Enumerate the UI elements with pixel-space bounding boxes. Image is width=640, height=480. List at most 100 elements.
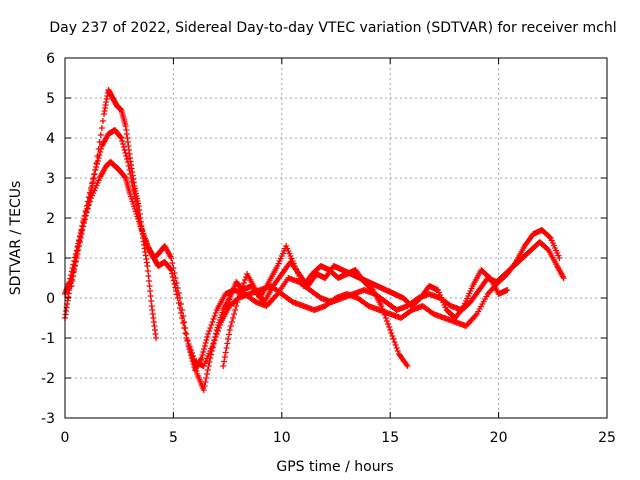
- x-axis-label: GPS time / hours: [276, 459, 393, 475]
- data-point: [193, 368, 200, 374]
- x-tick-label: 25: [598, 430, 616, 446]
- data-point: [234, 299, 241, 305]
- x-tick-label: 5: [169, 430, 178, 446]
- x-tick-label: 10: [273, 430, 291, 446]
- data-point: [228, 319, 235, 325]
- data-point: [83, 203, 90, 209]
- data-point: [546, 234, 553, 240]
- data-point: [221, 358, 228, 365]
- data-point: [203, 375, 210, 381]
- data-point: [70, 268, 77, 274]
- data-point: [238, 286, 245, 292]
- data-point: [206, 328, 213, 334]
- data-point: [387, 327, 394, 333]
- data-point: [210, 341, 217, 347]
- data-point: [237, 289, 244, 295]
- data-point: [167, 266, 174, 272]
- data-point: [91, 171, 98, 178]
- data-point: [168, 255, 175, 261]
- data-point: [204, 367, 211, 373]
- data-point: [82, 208, 89, 214]
- data-point: [79, 223, 86, 229]
- y-tick-label: 0: [46, 291, 55, 307]
- series-s3: [68, 87, 160, 341]
- data-point: [385, 321, 392, 327]
- data-point: [84, 198, 91, 205]
- data-point: [394, 348, 401, 354]
- data-point: [209, 319, 216, 325]
- data-point: [201, 343, 208, 349]
- data-point: [68, 283, 75, 289]
- data-point: [98, 125, 105, 131]
- data-point: [180, 320, 187, 326]
- data-point: [389, 333, 396, 339]
- data-point: [96, 139, 103, 145]
- data-point: [69, 278, 76, 284]
- data-point: [169, 260, 176, 266]
- data-point: [388, 330, 395, 336]
- data-point: [383, 318, 390, 324]
- data-point: [226, 327, 233, 333]
- data-point: [76, 238, 83, 244]
- data-point: [204, 334, 211, 340]
- data-point: [74, 248, 81, 254]
- data-point: [169, 270, 176, 277]
- data-point: [224, 340, 231, 347]
- data-point: [204, 371, 211, 377]
- data-point: [211, 337, 218, 344]
- axis-ticks: 0 5 10 15 20 25 -3 -2 -1 0 1 2 3 4 5 6: [41, 51, 616, 446]
- data-point: [232, 307, 239, 313]
- data-point: [391, 339, 398, 345]
- data-point: [233, 303, 240, 309]
- data-point: [221, 354, 228, 360]
- x-tick-label: 0: [61, 430, 70, 446]
- y-tick-label: -2: [41, 371, 55, 387]
- data-point: [90, 176, 97, 182]
- data-point: [118, 135, 125, 141]
- data-point: [175, 300, 182, 306]
- x-tick-label: 20: [490, 430, 508, 446]
- data-point: [86, 189, 93, 196]
- data-point: [94, 153, 101, 159]
- data-point: [211, 313, 218, 319]
- data-point: [381, 312, 388, 318]
- data-point: [75, 243, 82, 249]
- data-point: [231, 311, 238, 317]
- data-point: [209, 344, 216, 351]
- chart-title: Day 237 of 2022, Sidereal Day-to-day VTE…: [49, 20, 616, 36]
- data-point: [97, 132, 104, 138]
- data-point: [206, 359, 213, 365]
- data-point: [203, 337, 210, 343]
- data-point: [390, 336, 397, 342]
- data-point: [393, 345, 400, 351]
- data-point: [119, 138, 126, 144]
- data-point: [72, 258, 79, 264]
- data-point: [66, 287, 73, 293]
- data-point: [236, 292, 243, 298]
- data-point: [212, 334, 219, 340]
- data-point: [210, 316, 217, 322]
- data-point: [120, 144, 127, 150]
- data-point: [92, 167, 99, 173]
- data-point: [207, 325, 214, 331]
- data-point: [117, 134, 124, 140]
- data-point: [86, 195, 93, 201]
- data-point: [174, 295, 181, 301]
- data-point: [191, 362, 198, 368]
- data-point: [556, 255, 563, 261]
- data-point: [382, 315, 389, 321]
- data-point: [205, 363, 212, 369]
- data-point: [179, 315, 186, 321]
- data-point: [173, 288, 180, 294]
- data-point: [202, 379, 209, 385]
- data-point: [392, 342, 399, 348]
- plot-frame: [64, 57, 608, 419]
- y-tick-label: 1: [46, 251, 55, 267]
- data-point: [223, 345, 230, 351]
- y-tick-label: 6: [46, 51, 55, 67]
- series-s4: [187, 243, 411, 393]
- data-point: [122, 150, 129, 156]
- data-point: [200, 349, 207, 355]
- data-point: [168, 267, 175, 273]
